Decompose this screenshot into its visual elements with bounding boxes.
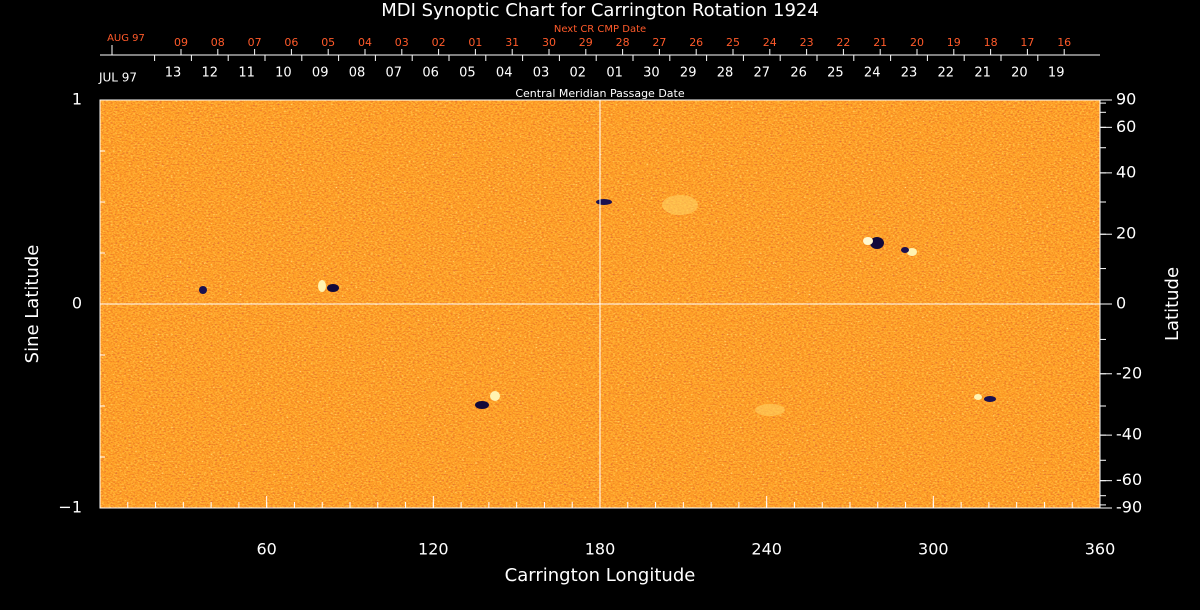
top-axis-day: 23: [800, 36, 814, 49]
top-axis-day: 18: [984, 36, 998, 49]
date-axis-day: 21: [974, 66, 991, 81]
y2-tick-label: 20: [1116, 224, 1136, 243]
top-axis-day: 02: [432, 36, 446, 49]
chart-title: MDI Synoptic Chart for Carrington Rotati…: [381, 0, 819, 21]
top-axis-day: 07: [248, 36, 262, 49]
date-axis-day: 10: [275, 66, 292, 81]
x-tick-label: 120: [418, 540, 449, 559]
x-tick-label: 60: [256, 540, 276, 559]
top-axis-day: 22: [836, 36, 850, 49]
magnetic-regions: [199, 195, 996, 416]
x-tick-label: 240: [751, 540, 782, 559]
y-tick-label: 1: [72, 90, 82, 109]
top-axis-day: 31: [505, 36, 519, 49]
y-tick-label: 0: [72, 294, 82, 313]
x-tick-label: 300: [918, 540, 949, 559]
top-axis-day: 25: [726, 36, 740, 49]
y2-tick-label: -40: [1116, 425, 1142, 444]
x-tick-label: 360: [1085, 540, 1116, 559]
y-axis-label: Sine Latitude: [22, 245, 43, 364]
date-axis-day: 08: [349, 66, 366, 81]
date-axis-day: 04: [496, 66, 513, 81]
date-axis-day: 28: [717, 66, 734, 81]
top-axis-day: 30: [542, 36, 556, 49]
top-axis-day: 20: [910, 36, 924, 49]
top-axis-day: 17: [1020, 36, 1034, 49]
top-axis-day: 26: [689, 36, 703, 49]
top-axis-day: 08: [211, 36, 225, 49]
top-axis-day: 03: [395, 36, 409, 49]
date-axis-day: 29: [680, 66, 697, 81]
top-axis-day: 16: [1057, 36, 1071, 49]
x-tick-label: 180: [585, 540, 616, 559]
date-axis-day: 22: [938, 66, 955, 81]
date-axis-day: 19: [1048, 66, 1065, 81]
date-axis-day: 11: [238, 66, 255, 81]
top-axis-day: 19: [947, 36, 961, 49]
date-axis-day: 06: [422, 66, 439, 81]
date-axis-day: 13: [165, 66, 182, 81]
y2-tick-label: -20: [1116, 363, 1142, 382]
date-axis-day: 25: [827, 66, 844, 81]
x-axis-label: Carrington Longitude: [505, 565, 696, 586]
date-axis-day: 07: [386, 66, 403, 81]
y2-axis-label: Latitude: [1162, 267, 1183, 341]
top-axis-day: 24: [763, 36, 777, 49]
y2-tick-label: 40: [1116, 162, 1136, 181]
top-axis-day: 06: [284, 36, 298, 49]
date-axis-day: 26: [790, 66, 807, 81]
top-axis-day: 29: [579, 36, 593, 49]
date-axis-day: 24: [864, 66, 881, 81]
top-axis-day: 28: [616, 36, 630, 49]
y2-tick-label: -60: [1116, 470, 1142, 489]
date-axis-day: 20: [1011, 66, 1028, 81]
date-axis-day: 30: [643, 66, 660, 81]
y2-tick-label: 90: [1116, 90, 1136, 109]
date-axis-day: 01: [606, 66, 623, 81]
date-axis-day: 09: [312, 66, 329, 81]
date-axis-month: JUL 97: [98, 71, 137, 85]
date-axis-day: 12: [202, 66, 219, 81]
date-axis-day: 27: [754, 66, 771, 81]
date-axis-title: Central Meridian Passage Date: [515, 87, 684, 100]
top-axis-title: Next CR CMP Date: [554, 24, 646, 35]
top-axis-day: 04: [358, 36, 372, 49]
top-axis-month: AUG 97: [107, 33, 145, 44]
top-axis-day: 05: [321, 36, 335, 49]
y2-tick-label: 60: [1116, 117, 1136, 136]
top-axis-day: 27: [652, 36, 666, 49]
top-axis-day: 01: [468, 36, 482, 49]
top-axis-day: 09: [174, 36, 188, 49]
y2-tick-label: 0: [1116, 294, 1126, 313]
y2-tick-label: -90: [1116, 498, 1142, 517]
date-axis-day: 23: [901, 66, 918, 81]
date-axis-day: 02: [570, 66, 587, 81]
date-axis-day: 05: [459, 66, 476, 81]
y-tick-label: −1: [58, 498, 82, 517]
date-axis-day: 03: [533, 66, 550, 81]
top-axis-day: 21: [873, 36, 887, 49]
